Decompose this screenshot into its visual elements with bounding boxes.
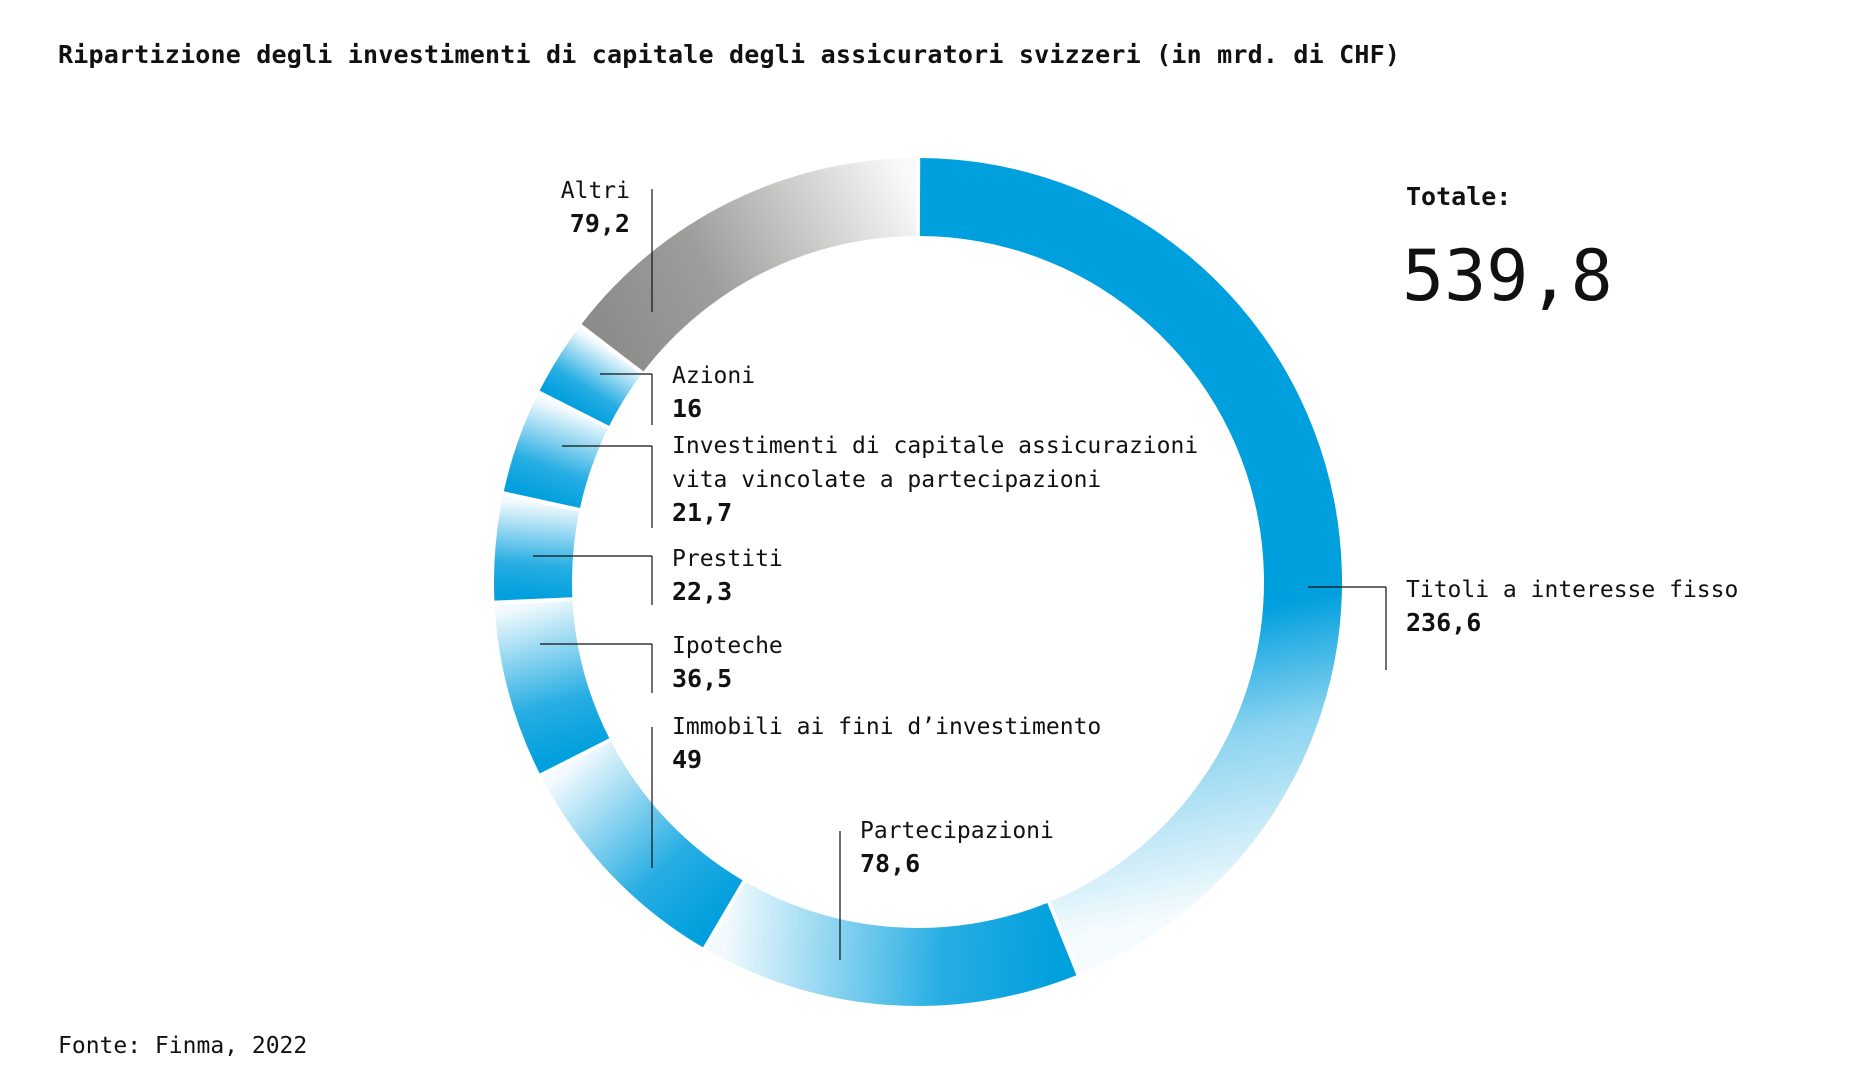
chart-title: Ripartizione degli investimenti di capit…: [58, 40, 1401, 69]
slice-altri: [581, 158, 917, 372]
slice-value-altri: 79,2: [570, 209, 630, 238]
slice-label-azioni: Azioni: [672, 363, 755, 389]
slice-label-prestiti: Prestiti: [672, 546, 783, 572]
total-value: 539,8: [1402, 235, 1613, 317]
slice-label-immobili-ai-fini-d-investimento: Immobili ai fini d’investimento: [672, 714, 1101, 740]
slice-investimenti-di-capitale-assicurazioni-v: [503, 394, 608, 508]
slice-label-investimenti-di-capitale-assicurazioni-v: vita vincolate a partecipazioni: [672, 467, 1101, 493]
slice-titoli-a-interesse-fisso: [919, 158, 1343, 974]
slice-azioni: [539, 327, 642, 426]
slice-value-titoli-a-interesse-fisso: 236,6: [1406, 608, 1481, 637]
slice-label-titoli-a-interesse-fisso: Titoli a interesse fisso: [1406, 577, 1738, 603]
slice-value-investimenti-di-capitale-assicurazioni-v: 21,7: [672, 498, 732, 527]
slice-label-ipoteche: Ipoteche: [672, 633, 783, 659]
slice-label-altri: Altri: [561, 178, 630, 204]
slice-immobili-ai-fini-d-investimento: [541, 741, 743, 948]
slice-value-azioni: 16: [672, 394, 702, 423]
slice-value-partecipazioni: 78,6: [860, 849, 920, 878]
slice-label-partecipazioni: Partecipazioni: [860, 818, 1054, 844]
slice-partecipazioni: [706, 882, 1077, 1006]
source-note: Fonte: Finma, 2022: [58, 1033, 308, 1059]
slice-value-immobili-ai-fini-d-investimento: 49: [672, 745, 702, 774]
slice-label-investimenti-di-capitale-assicurazioni-v: Investimenti di capitale assicurazioni: [672, 433, 1198, 459]
slice-prestiti: [494, 495, 580, 601]
total-label: Totale:: [1406, 182, 1512, 211]
slice-value-ipoteche: 36,5: [672, 664, 732, 693]
slice-ipoteche: [494, 600, 610, 774]
slice-value-prestiti: 22,3: [672, 577, 732, 606]
